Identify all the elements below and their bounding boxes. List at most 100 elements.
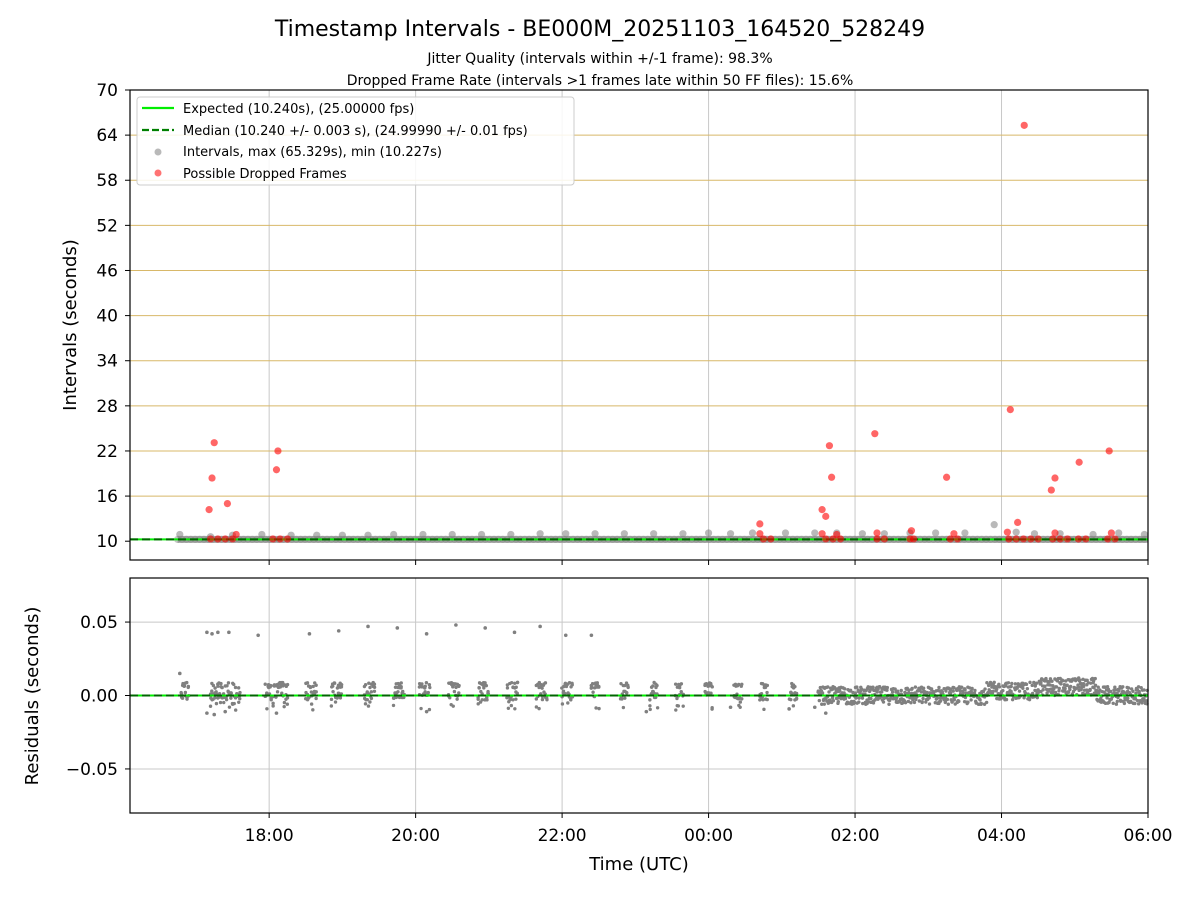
residual-point bbox=[860, 696, 865, 700]
residual-point bbox=[762, 707, 766, 712]
residual-point bbox=[426, 690, 430, 695]
residual-point bbox=[761, 698, 765, 702]
interval-point bbox=[858, 530, 866, 538]
residual-point bbox=[399, 681, 403, 685]
residual-point bbox=[917, 699, 922, 703]
residual-point bbox=[978, 698, 982, 702]
dropped-frame-point bbox=[950, 530, 958, 538]
dropped-frame-point bbox=[276, 535, 284, 543]
residual-point bbox=[505, 686, 510, 690]
residual-point bbox=[1024, 682, 1029, 687]
residual-point bbox=[265, 707, 269, 711]
residual-point bbox=[329, 704, 334, 708]
residual-point bbox=[648, 707, 652, 712]
x-tick-label: 06:00 bbox=[1124, 826, 1173, 846]
residual-point bbox=[1091, 681, 1095, 685]
residual-point bbox=[263, 682, 267, 686]
residual-point bbox=[655, 706, 660, 710]
residual-point bbox=[1134, 691, 1138, 695]
residual-point bbox=[1010, 681, 1014, 686]
residual-point bbox=[224, 697, 229, 702]
residual-point bbox=[211, 683, 216, 688]
residual-point bbox=[540, 697, 545, 702]
residual-point bbox=[570, 681, 574, 686]
residual-point bbox=[372, 685, 377, 690]
residual-point bbox=[906, 699, 911, 704]
residual-point bbox=[569, 697, 573, 701]
dropped-frame-point bbox=[206, 535, 215, 543]
residual-point bbox=[812, 705, 817, 710]
residuals-panel: 18:00 20:00 22:00 00:00 02:00 04:00 06:00 −0.05… bbox=[22, 577, 1173, 875]
residual-point bbox=[1048, 683, 1052, 687]
dropped-frame-point bbox=[942, 473, 951, 481]
residual-point bbox=[183, 690, 188, 695]
residual-point bbox=[644, 709, 649, 714]
residual-point bbox=[1066, 690, 1071, 694]
residual-point bbox=[1098, 688, 1102, 692]
residual-point bbox=[1043, 684, 1047, 688]
residual-point bbox=[1136, 702, 1141, 706]
residual-point bbox=[508, 698, 512, 702]
residual-point bbox=[919, 690, 924, 694]
residual-point bbox=[935, 696, 940, 700]
residual-point bbox=[271, 704, 275, 708]
residual-point bbox=[368, 700, 372, 704]
residual-point bbox=[951, 689, 955, 693]
residual-point bbox=[984, 700, 989, 705]
dropped-frame-point bbox=[910, 535, 918, 543]
residual-point bbox=[1051, 684, 1055, 688]
residual-point bbox=[509, 680, 514, 685]
residual-point bbox=[820, 691, 825, 695]
residual-point bbox=[1030, 691, 1035, 696]
residual-point bbox=[907, 688, 911, 692]
dropped-frame-point bbox=[1047, 486, 1055, 494]
residual-point bbox=[369, 696, 374, 701]
residual-point bbox=[333, 700, 338, 704]
residual-point bbox=[216, 684, 220, 688]
dropped-frame-point bbox=[223, 500, 232, 508]
residual-point bbox=[233, 708, 238, 712]
residual-point bbox=[1006, 681, 1011, 685]
legend-intervals: Intervals, max (65.329s), min (10.227s) bbox=[183, 145, 442, 160]
residual-point bbox=[969, 698, 973, 702]
residual-point bbox=[483, 626, 488, 630]
residual-point bbox=[448, 696, 452, 700]
dropped-frame-point bbox=[822, 512, 830, 520]
residual-point bbox=[396, 690, 400, 694]
residual-point bbox=[335, 686, 340, 690]
residuals-ytick-label: 0.00 bbox=[80, 687, 118, 707]
residual-point bbox=[765, 683, 770, 688]
dropped-frame-point bbox=[228, 535, 237, 543]
dropped-frame-point bbox=[269, 535, 277, 543]
residual-point bbox=[985, 680, 989, 685]
chart-title: Timestamp Intervals - BE000M_20251103_16… bbox=[274, 17, 925, 42]
interval-point bbox=[748, 529, 757, 537]
residual-point bbox=[397, 695, 402, 700]
interval-point bbox=[704, 529, 713, 537]
residual-point bbox=[826, 685, 830, 689]
dropped-frame-point bbox=[1074, 535, 1083, 543]
residual-point bbox=[710, 685, 714, 689]
residual-point bbox=[655, 683, 659, 688]
residual-point bbox=[626, 685, 630, 690]
residual-point bbox=[399, 684, 403, 689]
dropped-frame-point bbox=[274, 447, 282, 455]
dropped-frame-point bbox=[880, 535, 888, 543]
residual-point bbox=[1135, 698, 1140, 703]
interval-point bbox=[990, 521, 998, 529]
residual-point bbox=[514, 697, 518, 701]
x-tick-label: 00:00 bbox=[684, 826, 733, 846]
interval-point bbox=[338, 531, 346, 539]
residual-point bbox=[256, 633, 260, 638]
residual-point bbox=[970, 686, 974, 691]
residual-point bbox=[182, 684, 186, 688]
residual-point bbox=[368, 685, 372, 690]
dropped-frame-point bbox=[214, 535, 222, 543]
residual-point bbox=[1017, 689, 1022, 693]
interval-point bbox=[620, 530, 628, 538]
residual-point bbox=[179, 690, 183, 695]
dropped-frame-point bbox=[1051, 529, 1059, 537]
residual-point bbox=[909, 691, 914, 696]
residual-point bbox=[969, 689, 973, 693]
residual-point bbox=[336, 691, 341, 695]
